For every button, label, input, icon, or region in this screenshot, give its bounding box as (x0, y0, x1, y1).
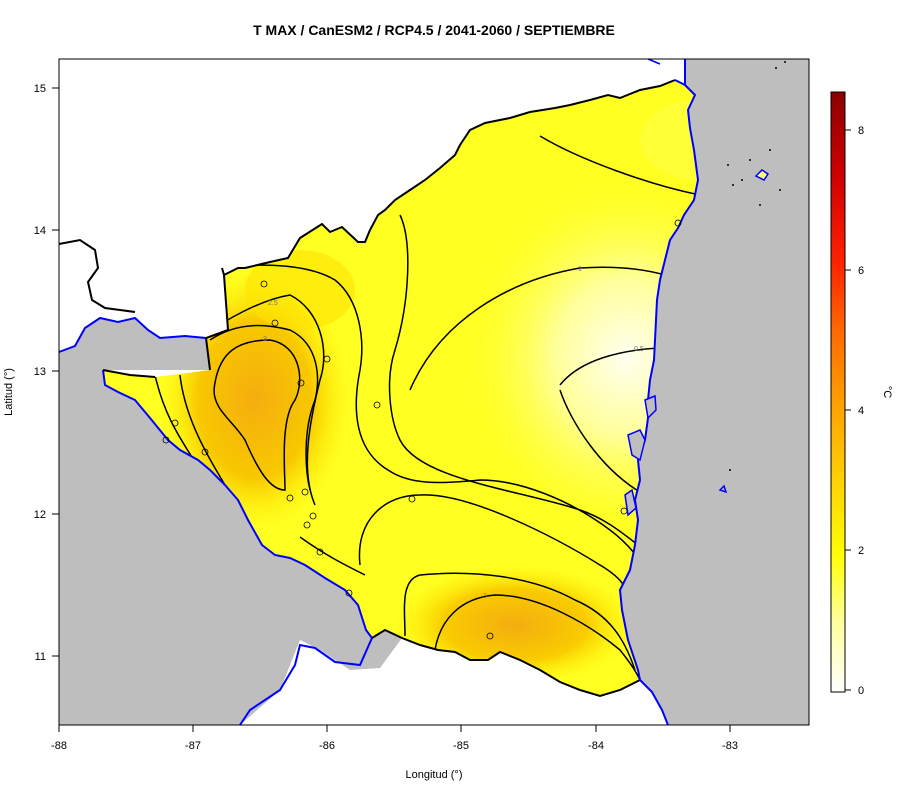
stations (162, 219, 682, 640)
contour-label: 1 (578, 266, 582, 273)
colorbar-tick-label: 2 (858, 545, 864, 557)
station-marker (316, 548, 324, 556)
corn-islands (754, 169, 770, 181)
map-title: T MAX / CanESM2 / RCP4.5 / 2041-2060 / S… (253, 22, 615, 38)
country-outline (58, 58, 700, 726)
x-axis-label: Longitud (°) (406, 769, 463, 781)
island-small (718, 484, 728, 494)
y-axis-label: Latitud (°) (3, 368, 15, 416)
station-marker (171, 419, 179, 427)
station-marker (674, 219, 682, 227)
station-marker (201, 448, 209, 456)
contour-lines (154, 135, 698, 681)
colorbar-tick-label: 8 (858, 125, 864, 137)
station-marker (408, 495, 416, 503)
x-tick-label: -88 (51, 740, 67, 752)
contour-label: 3 (263, 336, 267, 343)
station-marker (271, 319, 279, 327)
station-marker (309, 512, 317, 520)
x-tick-label: -87 (185, 740, 201, 752)
x-tick-label: -83 (722, 740, 738, 752)
x-tick-label: -84 (588, 740, 604, 752)
x-tick-label: -85 (453, 740, 469, 752)
station-marker (301, 488, 309, 496)
contour-label: 0.5 (634, 346, 644, 353)
station-marker (286, 494, 294, 502)
station-marker (373, 401, 381, 409)
y-tick-label: 13 (34, 366, 46, 378)
y-tick-label: 15 (34, 83, 46, 95)
x-axis: -88 -87 -86 -85 -84 -83 Longitud (°) (51, 724, 738, 781)
station-marker (260, 280, 268, 288)
colorbar-tick-label: 0 (858, 685, 864, 697)
y-axis: 11 12 13 14 15 Latitud (°) (3, 83, 60, 663)
station-marker (303, 521, 311, 529)
y-tick-label: 12 (34, 509, 46, 521)
colorbar-tick-label: 6 (858, 265, 864, 277)
contour-labels: 3 2.5 1 0.5 3 (263, 266, 644, 600)
contour-label: 2.5 (268, 300, 278, 307)
station-marker (297, 379, 305, 387)
station-marker (486, 632, 494, 640)
y-tick-label: 11 (35, 651, 46, 663)
colorbar-unit-label: °C (881, 386, 893, 398)
cays (727, 61, 786, 471)
caribbean-sea (620, 59, 809, 725)
colorbar: 0 2 4 6 8 °C (830, 91, 893, 697)
colorbar-tick-label: 4 (858, 405, 864, 417)
contour-label: 3 (483, 593, 487, 600)
station-marker (620, 507, 628, 515)
y-tick-label: 14 (34, 225, 46, 237)
station-marker (345, 589, 353, 597)
station-marker (323, 355, 331, 363)
x-tick-label: -86 (319, 740, 335, 752)
pacific-ocean (59, 318, 402, 725)
station-marker (162, 436, 170, 444)
colorbar-gradient (830, 91, 846, 693)
